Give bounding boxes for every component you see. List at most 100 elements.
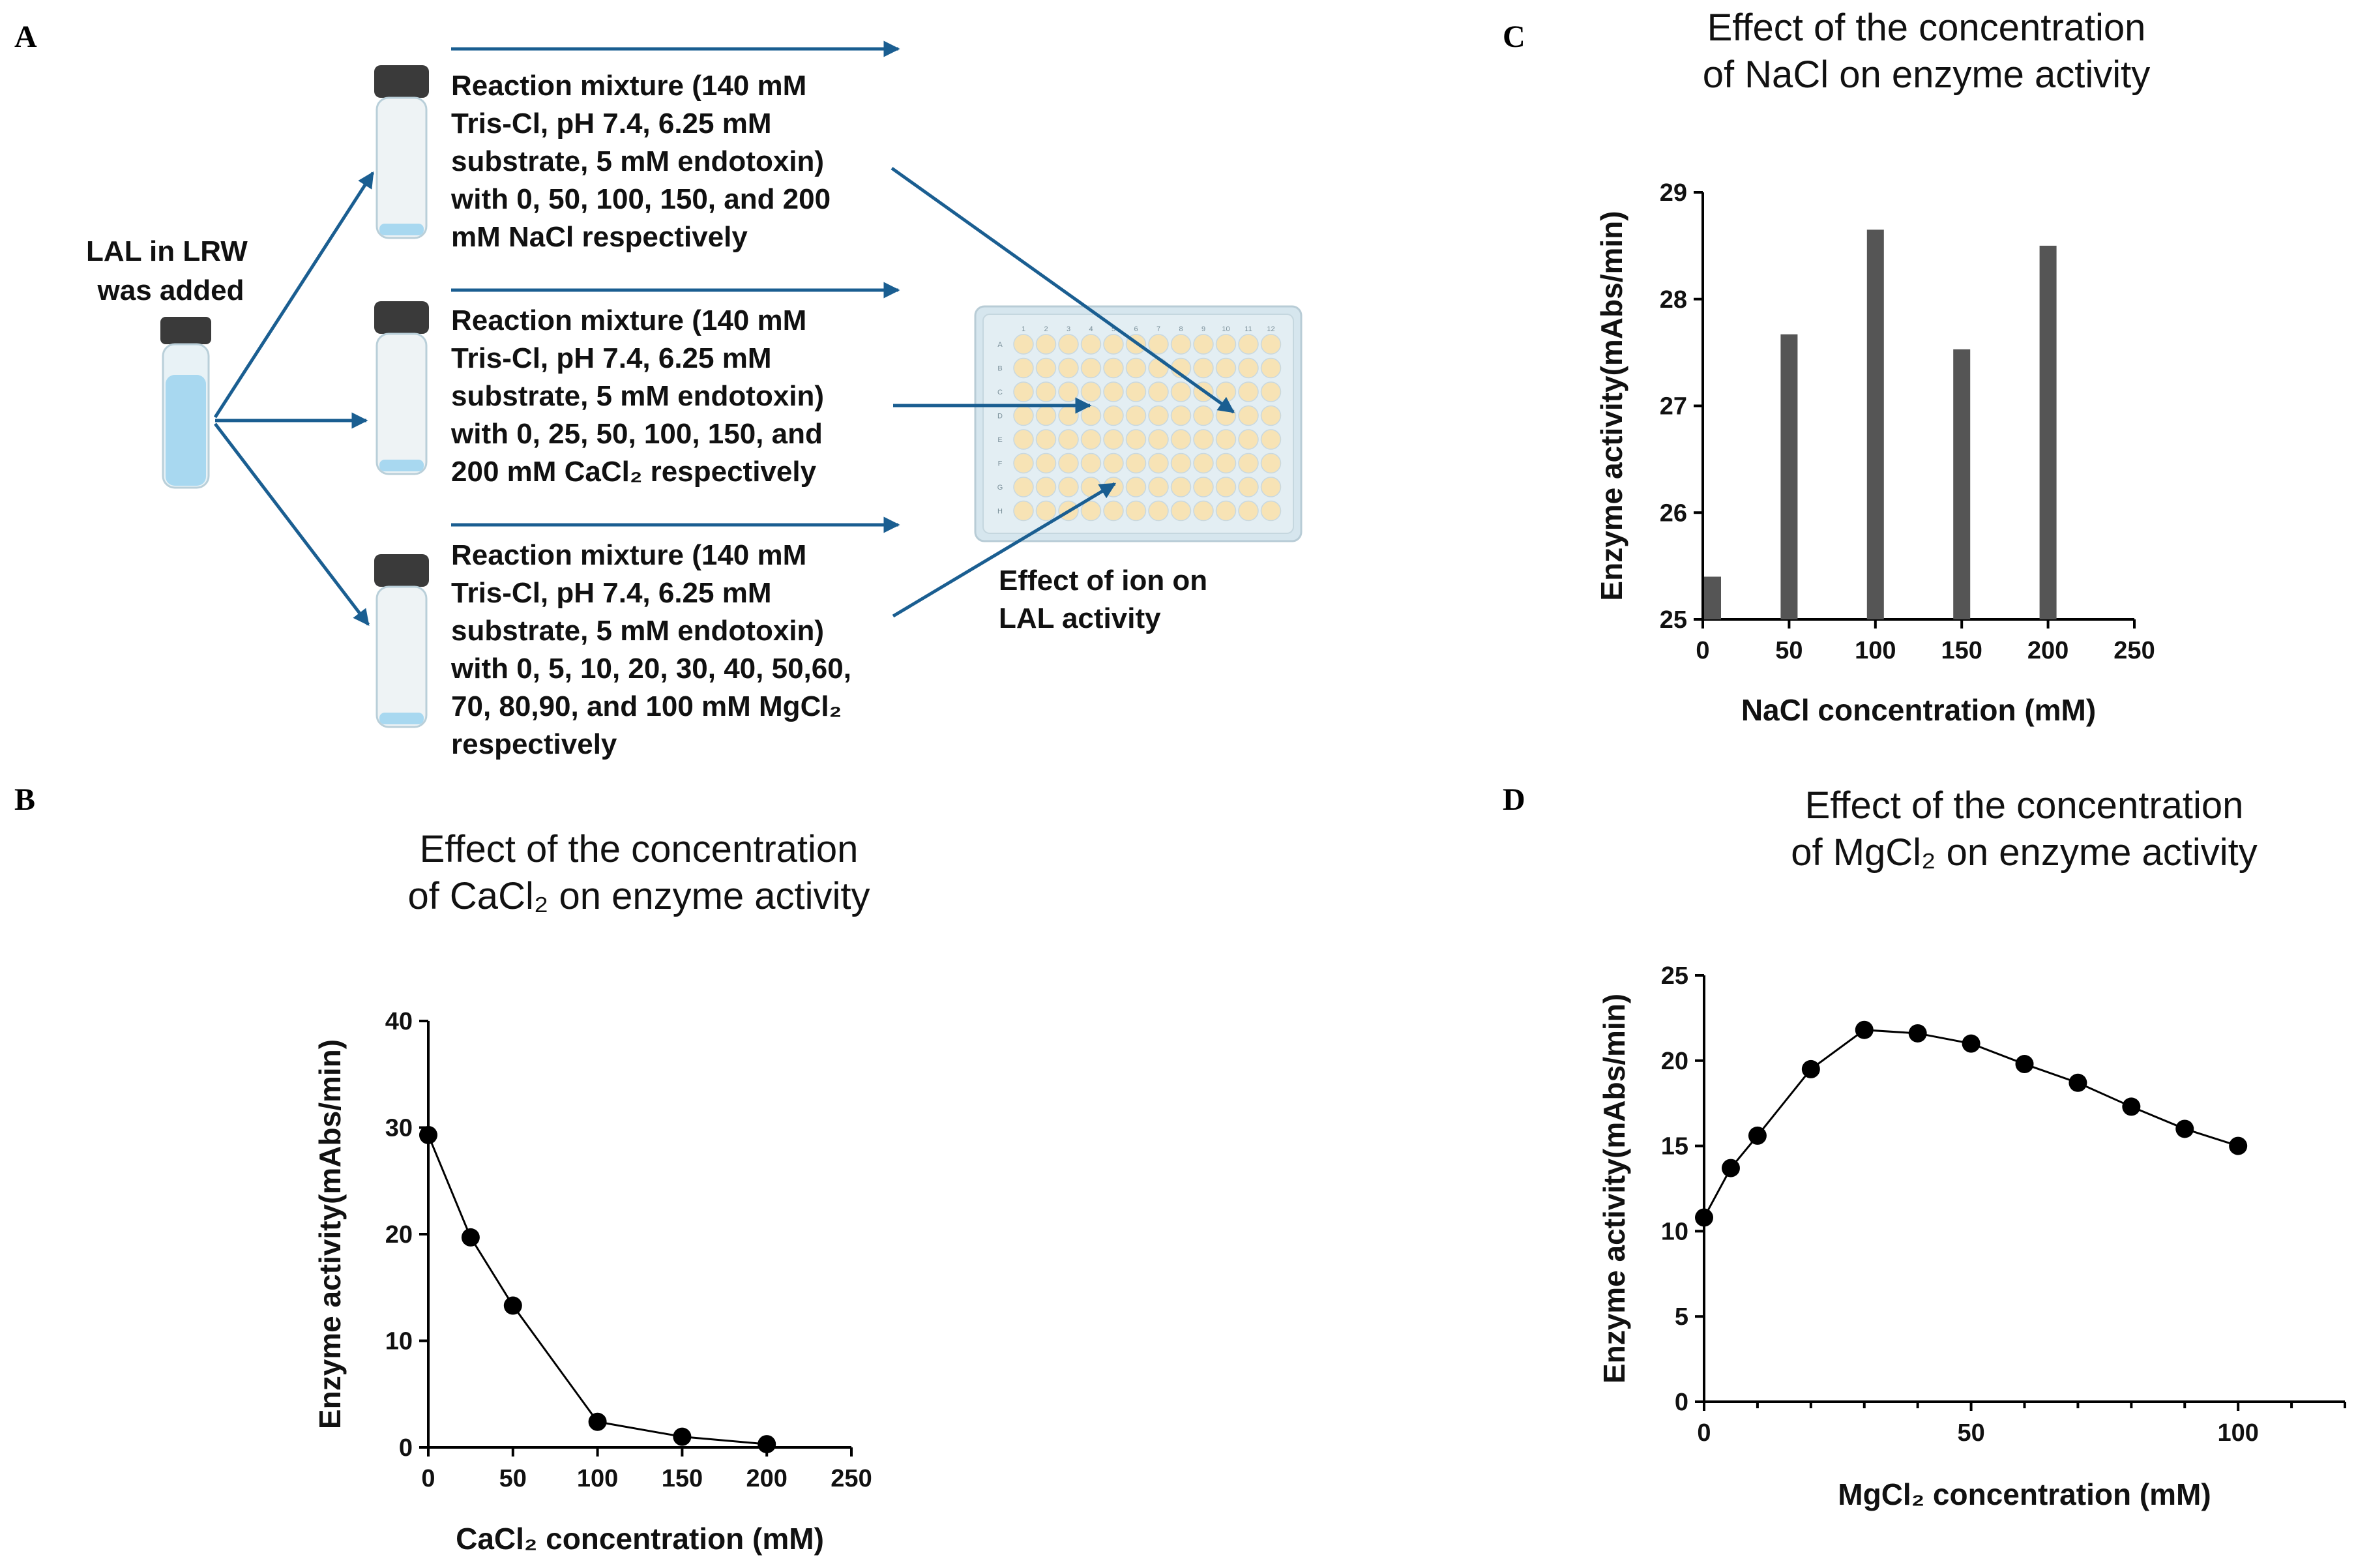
y-axis-label: Enzyme activity(mAbs/min)	[1597, 994, 1631, 1383]
result-text: Effect of ion on LAL activity	[999, 565, 1215, 634]
chart-title-line: Effect of the concentration	[420, 828, 859, 870]
plate-well	[1260, 429, 1282, 450]
plate-well	[1238, 429, 1259, 450]
plate-well	[1215, 381, 1237, 402]
plate-well	[1238, 500, 1259, 522]
plate-well	[1125, 405, 1147, 426]
x-tick-label: 0	[1697, 1419, 1711, 1447]
y-tick-label: 28	[1660, 286, 1687, 314]
plate-well	[1035, 429, 1057, 450]
plate-well	[1058, 334, 1079, 355]
plate-well	[1260, 477, 1282, 497]
data-point	[1908, 1024, 1927, 1043]
x-tick-label: 150	[662, 1465, 703, 1492]
plate-row-label: C	[997, 389, 1003, 396]
data-point	[2015, 1055, 2034, 1074]
plate-well	[1080, 357, 1102, 379]
plate-well	[1238, 477, 1259, 497]
plate-well	[1013, 405, 1034, 426]
plate-well	[1058, 381, 1079, 402]
x-tick-label: 0	[1696, 637, 1709, 664]
data-point	[1962, 1034, 1981, 1053]
plate-well	[1193, 405, 1214, 426]
data-point	[461, 1228, 480, 1247]
plate-well	[1215, 500, 1237, 522]
x-tick-label: 100	[1855, 637, 1896, 664]
plate-well	[1260, 500, 1282, 522]
plate-well	[1013, 429, 1034, 450]
y-tick-label: 10	[1661, 1218, 1688, 1245]
data-point	[758, 1435, 776, 1454]
plate-row-label: B	[997, 365, 1002, 373]
plate-well	[1193, 357, 1214, 379]
plate-well	[1148, 429, 1169, 450]
x-tick-label: 100	[577, 1465, 618, 1492]
x-axis-label: CaCl₂ concentration (mM)	[456, 1522, 824, 1556]
chart-title-line: of NaCl on enzyme activity	[1703, 53, 2151, 96]
plate-well	[1103, 429, 1124, 450]
plate-well	[1125, 429, 1147, 450]
y-tick-label: 25	[1661, 962, 1688, 990]
plate-well	[1170, 477, 1192, 497]
x-tick-label: 50	[499, 1465, 527, 1492]
plate-well	[1148, 477, 1169, 497]
plate-row-label: F	[998, 460, 1003, 468]
nacl-mixture-text: Reaction mixture (140 mM Tris-Cl, pH 7.4…	[450, 70, 838, 253]
plate-well	[1170, 405, 1192, 426]
chart-cacl2: Effect of the concentration of CaCl₂ on e…	[313, 828, 872, 1556]
x-tick-label: 100	[2217, 1419, 2258, 1447]
data-point	[1748, 1126, 1767, 1145]
y-tick-label: 29	[1660, 179, 1687, 207]
x-tick-label: 200	[746, 1465, 787, 1492]
plate-well	[1193, 477, 1214, 497]
y-tick-label: 0	[1675, 1389, 1688, 1416]
plate-well	[1035, 477, 1057, 497]
plate-well	[1193, 334, 1214, 355]
plate-well	[1013, 477, 1034, 497]
plate-well	[1215, 477, 1237, 497]
plate-well	[1170, 381, 1192, 402]
plate-well	[1215, 334, 1237, 355]
bar	[1704, 576, 1721, 619]
plate-well	[1035, 334, 1057, 355]
x-tick-label: 0	[421, 1465, 435, 1492]
plate-col-label: 2	[1044, 325, 1048, 333]
y-tick-label: 20	[1661, 1048, 1688, 1075]
plate-row-label: H	[997, 508, 1003, 516]
data-point	[1801, 1059, 1820, 1078]
y-axis-label: Enzyme activity(mAbs/min)	[313, 1039, 347, 1429]
plate-col-label: 6	[1134, 325, 1138, 333]
cacl2-vial-icon	[374, 301, 429, 475]
plate-well	[1080, 452, 1102, 474]
plate-well	[1215, 452, 1237, 474]
plate-well	[1058, 405, 1079, 426]
plate-well	[1238, 357, 1259, 379]
plate-col-label: 10	[1222, 325, 1230, 333]
x-tick-label: 50	[1775, 637, 1803, 664]
bar	[2039, 245, 2057, 619]
plate-col-label: 1	[1022, 325, 1025, 333]
plate-col-label: 8	[1179, 325, 1183, 333]
plate-well	[1125, 477, 1147, 497]
x-tick-label: 250	[2113, 637, 2155, 664]
plate-col-label: 9	[1201, 325, 1205, 333]
nacl-vial-icon	[374, 65, 429, 239]
arrow-to-nacl	[213, 171, 375, 419]
plate-well	[1058, 477, 1079, 497]
data-point	[2175, 1119, 2194, 1138]
data-point	[1855, 1020, 1874, 1039]
chart-title-line: Effect of the concentration	[1707, 7, 2146, 49]
plate-well	[1013, 500, 1034, 522]
plate-well	[1103, 452, 1124, 474]
mgcl2-mixture-text: Reaction mixture (140 mM Tris-Cl, pH 7.4…	[450, 539, 859, 760]
plate-well	[1148, 500, 1169, 522]
plate-well	[1013, 452, 1034, 474]
plate-well	[1103, 405, 1124, 426]
panel-letter-d: D	[1503, 782, 1525, 817]
data-point	[1695, 1208, 1713, 1227]
y-axis-label: Enzyme activity(mAbs/min)	[1595, 211, 1628, 600]
plate-col-label: 3	[1067, 325, 1070, 333]
plate-well	[1148, 334, 1169, 355]
plate-well	[1058, 452, 1079, 474]
plate-well	[1260, 334, 1282, 355]
